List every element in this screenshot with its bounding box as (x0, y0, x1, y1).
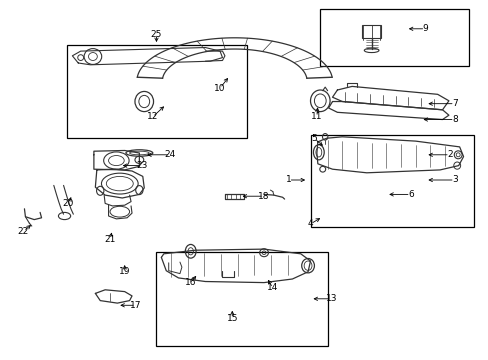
Text: 17: 17 (130, 301, 142, 310)
Text: 5: 5 (311, 134, 317, 143)
Text: 15: 15 (226, 314, 238, 323)
Bar (320, 9, 468, 66)
Text: 22: 22 (18, 227, 29, 236)
Text: 8: 8 (451, 115, 457, 124)
Text: 13: 13 (325, 294, 337, 303)
Bar (155, 252, 327, 346)
Text: 23: 23 (136, 161, 147, 170)
Text: 4: 4 (307, 219, 313, 228)
Bar (67, 45, 246, 138)
Text: 2: 2 (446, 150, 452, 159)
Text: 10: 10 (214, 84, 225, 93)
Text: 1: 1 (285, 175, 291, 184)
Text: 16: 16 (184, 278, 196, 287)
Bar (310, 135, 473, 227)
Text: 20: 20 (62, 199, 74, 208)
Text: 18: 18 (258, 192, 269, 201)
Text: 21: 21 (104, 235, 116, 244)
Text: 24: 24 (164, 150, 176, 159)
Text: 3: 3 (451, 175, 457, 184)
Text: 7: 7 (451, 99, 457, 108)
Text: 14: 14 (266, 284, 278, 292)
Text: 25: 25 (150, 30, 162, 39)
Text: 9: 9 (422, 24, 427, 33)
Text: 11: 11 (310, 112, 322, 121)
Text: 12: 12 (146, 112, 158, 121)
Text: 6: 6 (407, 190, 413, 199)
Bar (361, 25, 381, 38)
Text: 19: 19 (119, 267, 130, 276)
